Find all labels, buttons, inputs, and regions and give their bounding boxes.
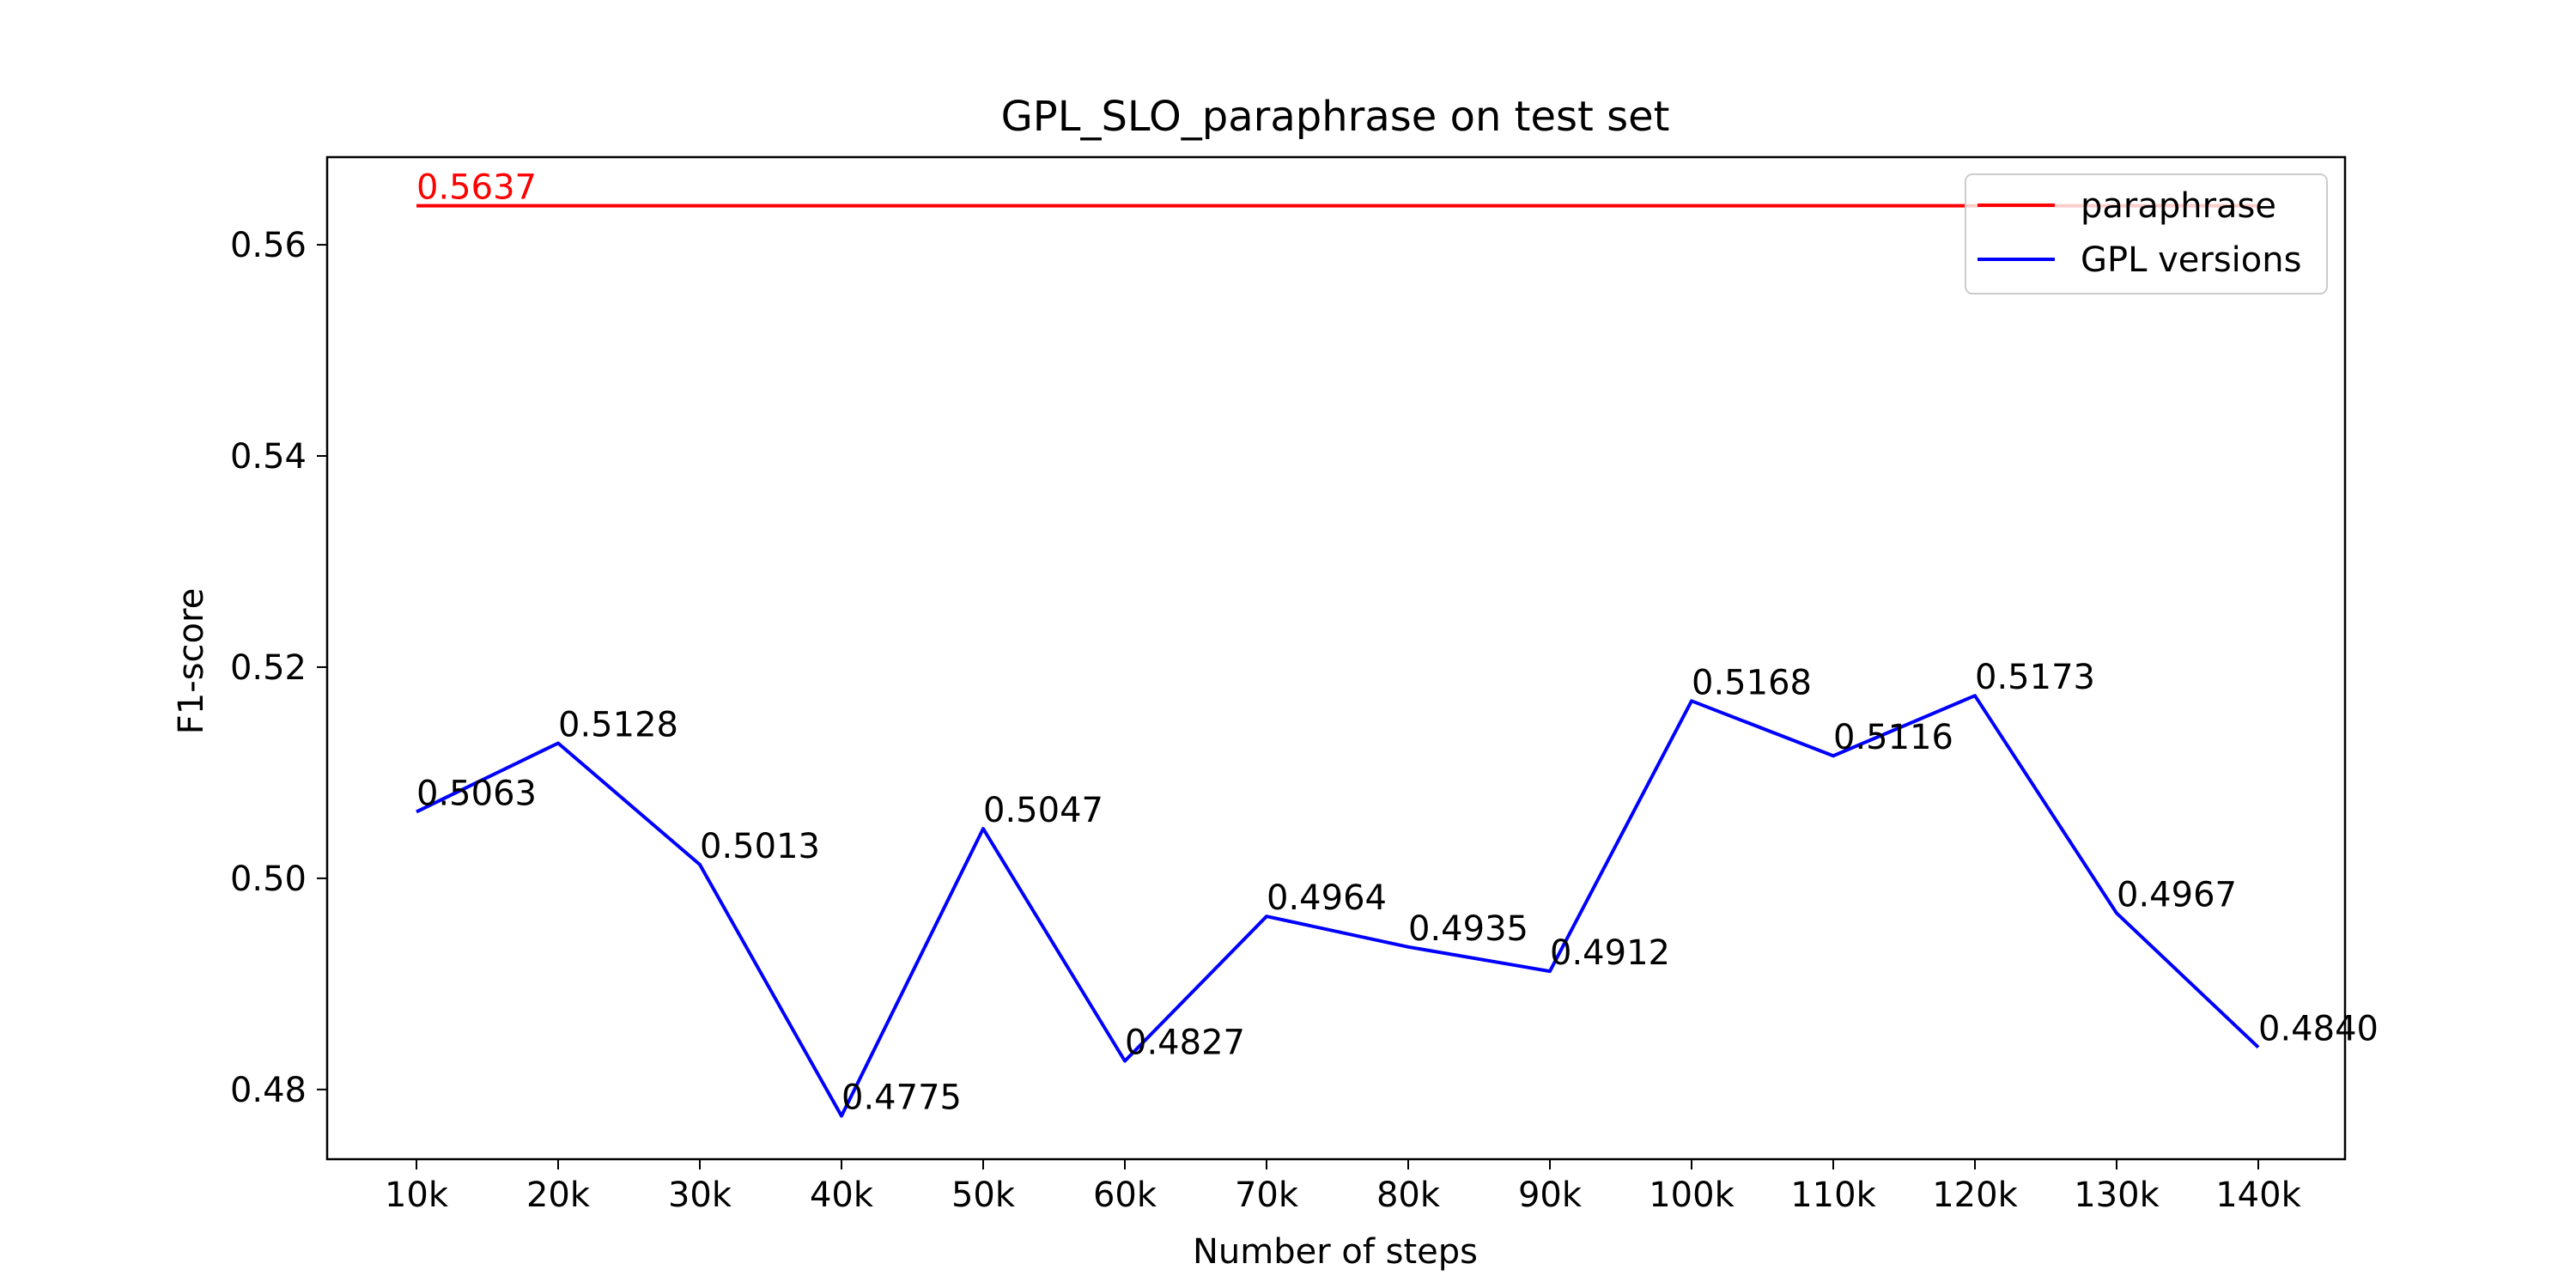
data-label: 0.5063 <box>416 774 537 813</box>
data-label: 0.4967 <box>2117 875 2237 914</box>
x-tick-label: 130k <box>2074 1176 2160 1215</box>
data-label: 0.5047 <box>983 791 1103 830</box>
data-label: 0.5128 <box>558 705 678 744</box>
x-tick-label: 100k <box>1649 1176 1735 1215</box>
x-tick-label: 80k <box>1376 1176 1441 1215</box>
x-tick-label: 40k <box>810 1176 874 1215</box>
data-label: 0.4840 <box>2258 1010 2379 1049</box>
data-label: 0.5116 <box>1833 718 1953 757</box>
x-tick-label: 20k <box>526 1176 591 1215</box>
data-label: 0.5173 <box>1975 658 2095 697</box>
data-label: 0.4912 <box>1550 933 1670 973</box>
x-tick-label: 120k <box>1932 1176 2018 1215</box>
data-labels: 0.5637 0.5063 0.5128 0.5013 0.4775 0.5047 0.48… <box>416 168 2379 1118</box>
x-tick-label: 50k <box>951 1176 1016 1215</box>
data-label: 0.4827 <box>1125 1024 1245 1063</box>
x-axis: 10k 20k 30k 40k 50k 60k 70k 80k 90k 100k 110k 120k 1… <box>385 1159 2302 1215</box>
data-label: 0.4775 <box>841 1078 962 1118</box>
chart-title: GPL_SLO_paraphrase on test set <box>1001 93 1670 141</box>
plot-area <box>325 155 2347 1161</box>
legend: paraphrase GPL versions <box>1965 173 2328 295</box>
legend-label-paraphrase: paraphrase <box>2081 186 2276 226</box>
y-tick-label: 0.56 <box>230 226 307 265</box>
y-tick-label: 0.54 <box>230 437 307 477</box>
series-line-gpl-versions <box>416 694 2260 1118</box>
series-layer <box>416 204 2260 1118</box>
data-label: 0.4964 <box>1267 878 1387 918</box>
y-tick-label: 0.48 <box>230 1071 307 1110</box>
x-tick-label: 30k <box>668 1176 732 1215</box>
y-tick-label: 0.52 <box>230 648 307 688</box>
data-label: 0.5013 <box>700 827 820 866</box>
x-tick-label: 60k <box>1093 1176 1157 1215</box>
x-tick-label: 70k <box>1235 1176 1299 1215</box>
data-label: 0.5168 <box>1692 663 1812 702</box>
y-tick-label: 0.50 <box>230 860 307 899</box>
y-axis-label: F1-score <box>172 588 211 734</box>
x-tick-label: 90k <box>1518 1176 1583 1215</box>
x-tick-label: 110k <box>1790 1176 1876 1215</box>
x-tick-label: 140k <box>2215 1176 2301 1215</box>
data-label-paraphrase: 0.5637 <box>416 168 537 208</box>
x-tick-label: 10k <box>385 1176 449 1215</box>
data-label: 0.4935 <box>1408 909 1528 949</box>
legend-box <box>1965 173 2328 295</box>
y-axis: 0.48 0.50 0.52 0.54 0.56 <box>230 226 327 1110</box>
legend-label-gpl-versions: GPL versions <box>2081 240 2301 280</box>
x-axis-label: Number of steps <box>1193 1232 1478 1272</box>
